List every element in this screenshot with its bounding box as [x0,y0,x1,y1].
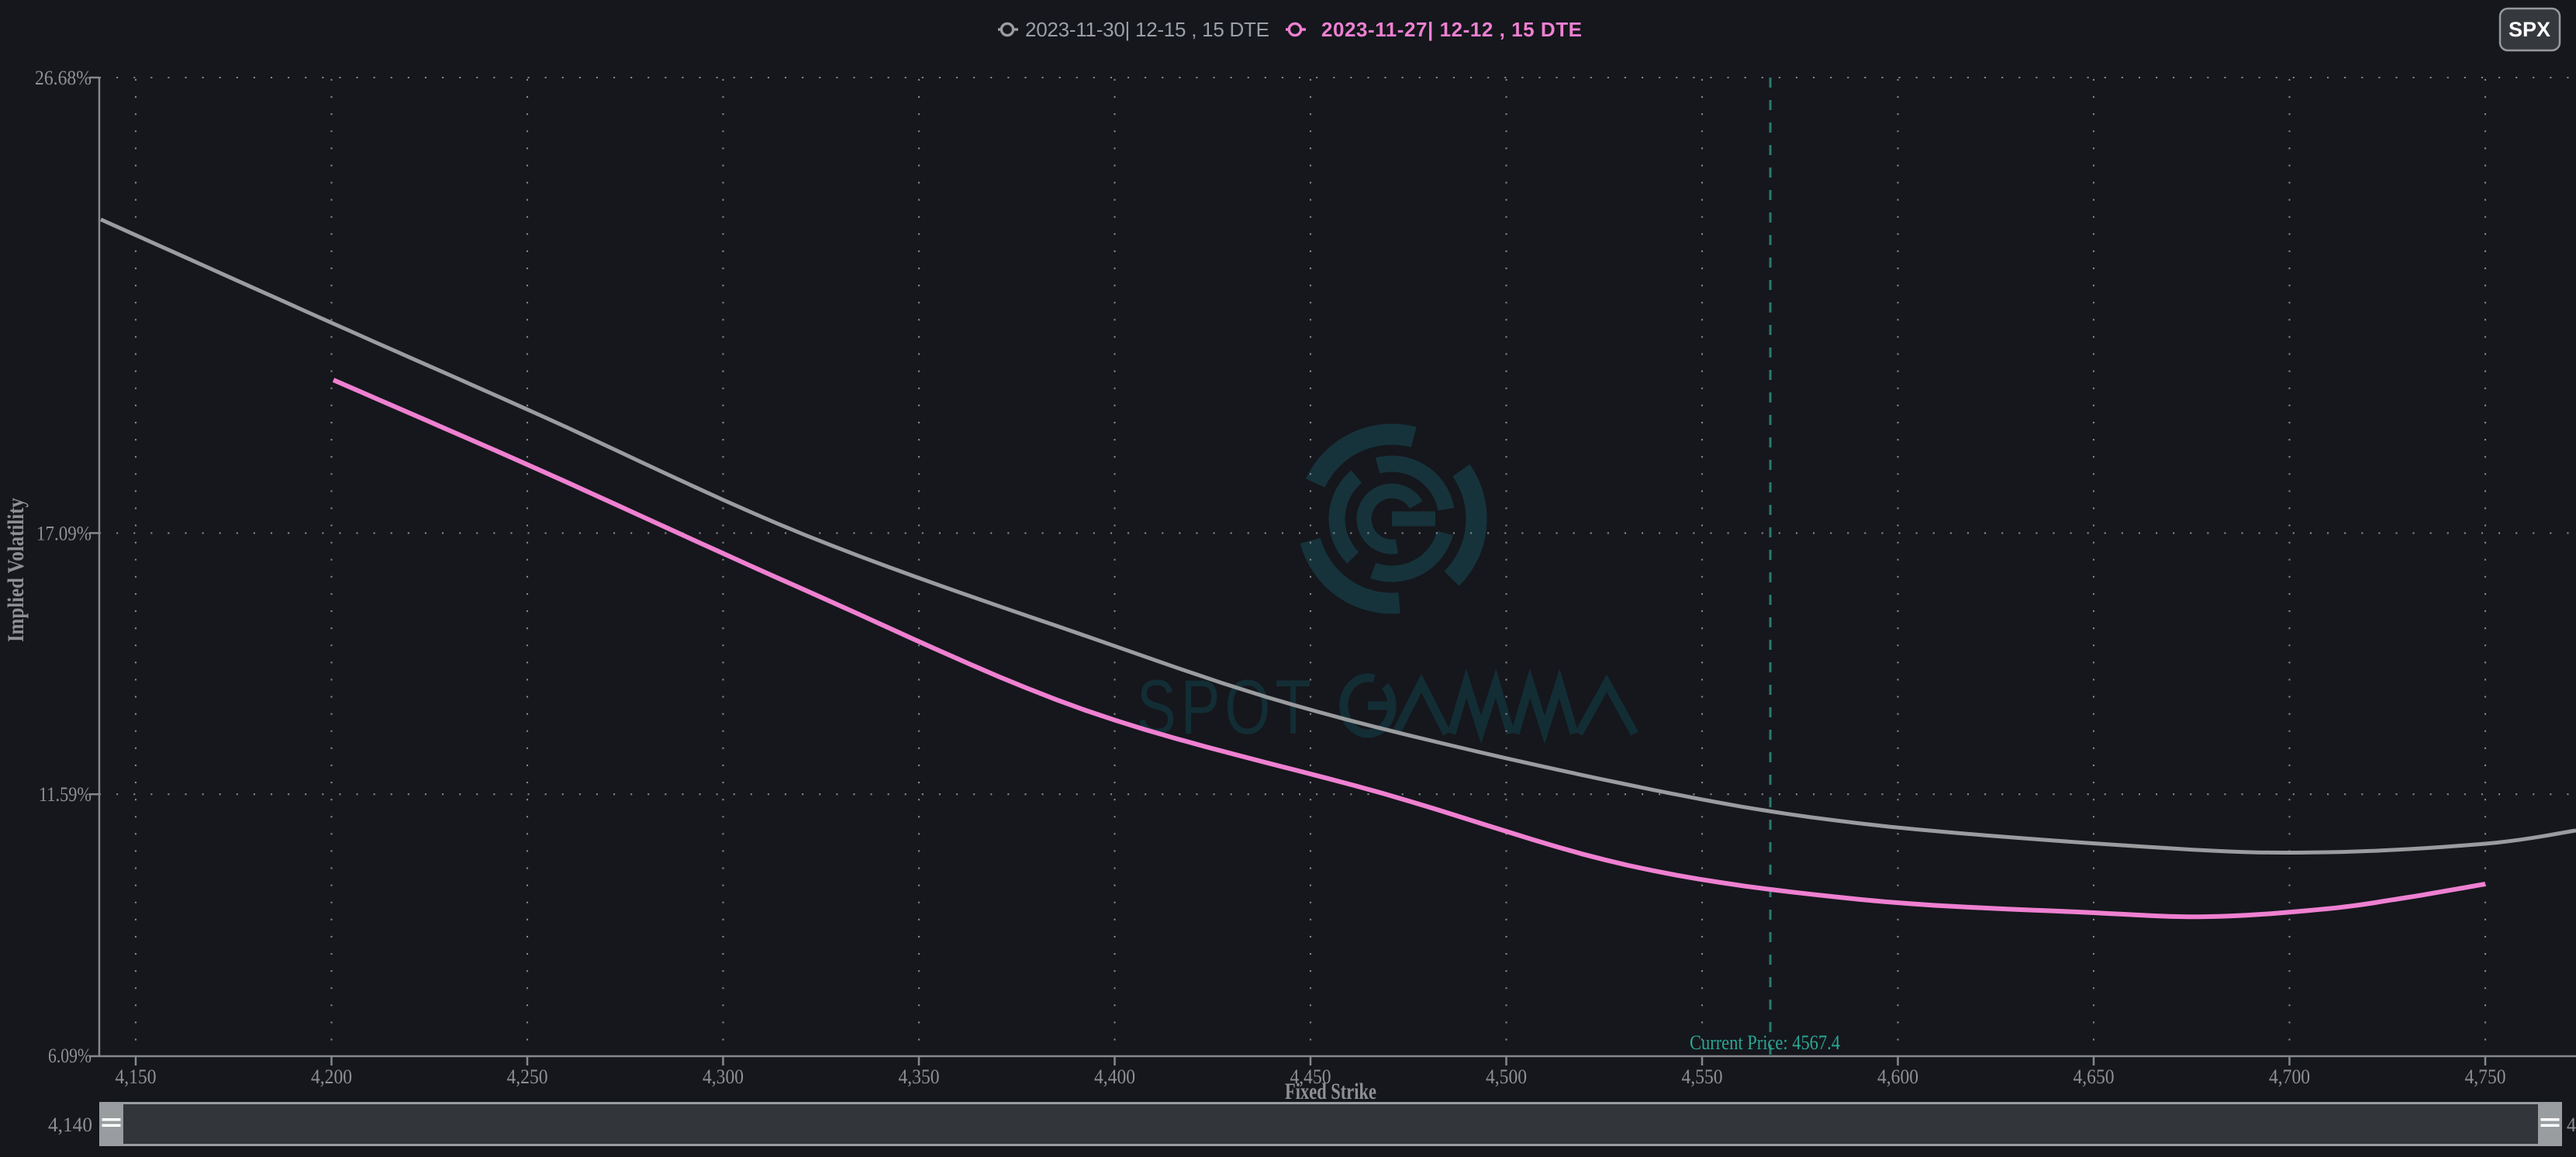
svg-text:6.09%: 6.09% [48,1045,92,1067]
svg-text:Fixed Strike: Fixed Strike [1285,1079,1376,1104]
svg-text:4,200: 4,200 [311,1065,352,1088]
svg-text:4,250: 4,250 [507,1065,548,1088]
svg-text:4,700: 4,700 [2269,1065,2310,1088]
svg-text:Implied Volatility: Implied Volatility [3,498,29,642]
svg-text:4: 4 [2567,1114,2576,1136]
svg-text:2023-11-30| 12-15 , 15 DTE: 2023-11-30| 12-15 , 15 DTE [1025,18,1269,41]
svg-text:4,400: 4,400 [1094,1065,1135,1088]
svg-text:SPX: SPX [2509,18,2550,41]
svg-text:26.68%: 26.68% [35,67,92,89]
svg-text:4,550: 4,550 [1682,1065,1723,1088]
svg-text:4,600: 4,600 [1877,1065,1918,1088]
svg-text:Current Price: 4567.4: Current Price: 4567.4 [1690,1031,1840,1054]
svg-text:4,140: 4,140 [48,1114,92,1136]
svg-text:4,750: 4,750 [2465,1065,2506,1088]
svg-text:4,650: 4,650 [2074,1065,2115,1088]
svg-text:4,350: 4,350 [899,1065,940,1088]
svg-text:4,500: 4,500 [1486,1065,1527,1088]
svg-text:4,150: 4,150 [116,1065,157,1088]
svg-text:11.59%: 11.59% [39,783,92,806]
svg-text:4,300: 4,300 [703,1065,744,1088]
svg-text:17.09%: 17.09% [36,522,92,544]
svg-text:4,450: 4,450 [1290,1065,1331,1088]
svg-text:2023-11-27| 12-12 , 15 DTE: 2023-11-27| 12-12 , 15 DTE [1321,18,1582,41]
